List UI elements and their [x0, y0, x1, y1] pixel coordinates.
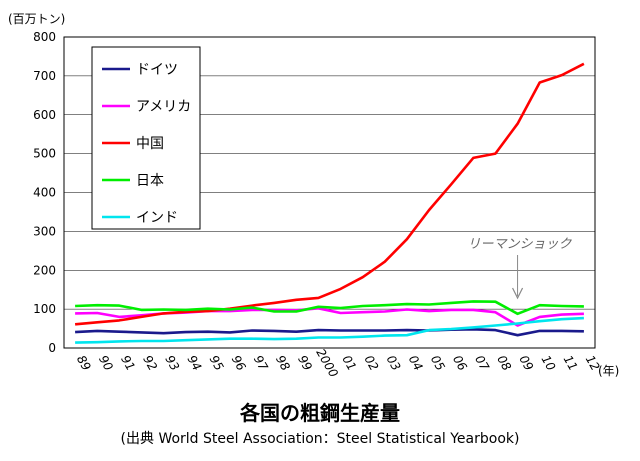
legend-label: 中国 — [136, 136, 164, 152]
y-tick-label: 600 — [33, 108, 56, 122]
x-tick-label: 97 — [251, 353, 271, 374]
x-tick-label: 90 — [96, 353, 116, 374]
x-tick-label: 2000 — [313, 346, 341, 380]
legend-box — [91, 46, 201, 230]
x-tick-label: 98 — [273, 353, 293, 374]
x-tick-label: 92 — [140, 353, 160, 373]
legend-label: 日本 — [136, 173, 164, 189]
legend-label: インド — [136, 210, 178, 226]
x-tick-label: 89 — [74, 353, 94, 373]
y-axis-unit-label: (百万トン) — [8, 12, 66, 26]
series-line — [74, 62, 585, 326]
chart-subtitle: (出典 World Steel Association：Steel Statis… — [120, 431, 520, 447]
x-tick-label: 04 — [406, 353, 426, 373]
series-line — [75, 316, 584, 344]
series-line — [75, 327, 584, 337]
x-tick-label: 05 — [428, 353, 448, 373]
y-tick-label: 0 — [48, 341, 56, 355]
plot-area — [63, 36, 596, 349]
x-tick-label: 03 — [384, 353, 404, 373]
y-tick-label: 300 — [33, 224, 56, 238]
x-tick-label: 95 — [207, 353, 227, 373]
series-line — [75, 300, 584, 316]
x-tick-label: 02 — [361, 353, 381, 373]
x-tick-label: 94 — [184, 353, 204, 373]
x-tick-label: 12 — [583, 353, 603, 373]
x-tick-label: 08 — [494, 353, 514, 374]
y-tick-label: 400 — [33, 186, 56, 200]
y-tick-label: 200 — [33, 263, 56, 277]
y-tick-label: 500 — [33, 147, 56, 161]
x-tick-label: 93 — [162, 353, 182, 373]
y-tick-label: 700 — [33, 69, 56, 83]
annotation-arrow-head — [512, 287, 524, 300]
x-tick-label: 91 — [118, 353, 138, 373]
x-tick-label: 99 — [295, 353, 315, 373]
x-tick-label: 96 — [229, 353, 249, 374]
y-tick-label: 800 — [33, 30, 56, 44]
annotation-label: リーマンショック — [468, 237, 573, 252]
chart-title: 各国の粗鋼生産量 — [240, 401, 400, 425]
legend-label: ドイツ — [136, 62, 178, 78]
x-tick-label: 11 — [561, 353, 581, 373]
x-tick-label: 01 — [339, 353, 359, 373]
y-tick-label: 100 — [33, 302, 56, 316]
legend-label: アメリカ — [136, 99, 191, 115]
x-tick-label: 10 — [538, 353, 558, 374]
x-tick-label: 06 — [450, 353, 470, 374]
x-axis-unit-label: (年) — [598, 364, 620, 378]
x-tick-label: 09 — [516, 353, 536, 373]
x-tick-label: 07 — [472, 353, 492, 374]
